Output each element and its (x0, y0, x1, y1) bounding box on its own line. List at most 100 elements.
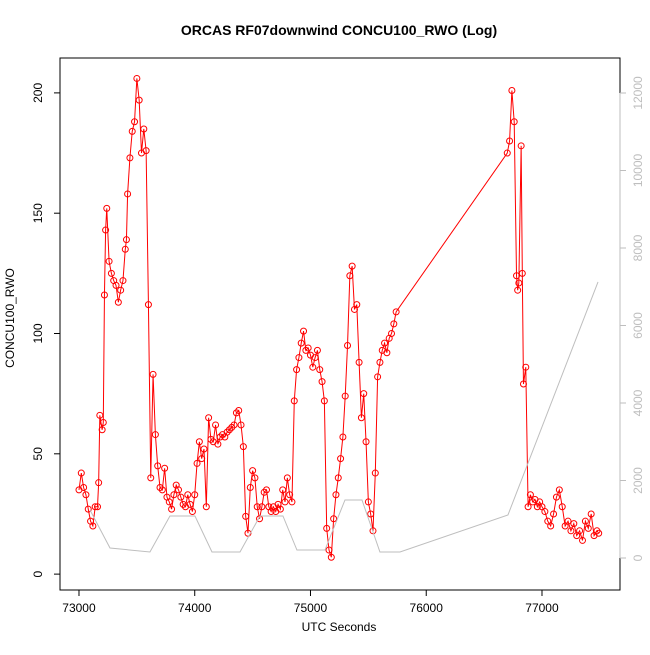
data-point (216, 433, 224, 441)
data-point (348, 262, 356, 270)
data-point (564, 517, 572, 525)
data-point (114, 298, 122, 306)
data-point (144, 301, 152, 309)
data-point (508, 86, 516, 94)
data-point (281, 498, 289, 506)
data-point (367, 510, 375, 518)
data-point (369, 527, 377, 535)
data-point (121, 245, 129, 253)
data-point (228, 423, 236, 431)
data-point (202, 503, 210, 511)
data-point (230, 421, 238, 429)
data-point (147, 474, 155, 482)
data-point (135, 96, 143, 104)
data-point (89, 522, 97, 530)
data-point (362, 438, 370, 446)
data-point (276, 505, 284, 513)
data-point (522, 363, 530, 371)
x-tick-label: 76000 (410, 601, 444, 615)
data-point (95, 479, 103, 487)
x-tick-label: 75000 (294, 601, 328, 615)
data-point (133, 74, 141, 82)
data-point (149, 370, 157, 378)
data-point (225, 426, 233, 434)
data-point (212, 421, 220, 429)
data-point (242, 512, 250, 520)
data-point (131, 118, 139, 126)
data-point (256, 515, 264, 523)
data-point (102, 226, 110, 234)
data-point (567, 527, 575, 535)
data-point (77, 469, 85, 477)
data-point (323, 524, 331, 532)
data-point (288, 498, 296, 506)
x-axis-label: UTC Seconds (302, 620, 377, 634)
data-point (584, 524, 592, 532)
data-point (80, 483, 88, 491)
data-point (290, 397, 298, 405)
data-point (253, 503, 261, 511)
data-point (100, 291, 108, 299)
y-tick-label: 150 (31, 203, 45, 223)
data-point (279, 486, 287, 494)
data-point (355, 358, 363, 366)
chart-title: ORCAS RF07downwind CONCU100_RWO (Log) (181, 22, 497, 38)
data-point (558, 503, 566, 511)
data-point (112, 281, 120, 289)
data-point (161, 464, 169, 472)
data-point (94, 503, 102, 511)
data-point (302, 346, 310, 354)
data-point (237, 421, 245, 429)
y2-tick-label: 6000 (631, 312, 645, 339)
data-point (177, 493, 185, 501)
data-point (524, 503, 532, 511)
data-point (364, 498, 372, 506)
series-line (89, 281, 599, 553)
data-point (357, 414, 365, 422)
data-point (581, 517, 589, 525)
data-point (341, 392, 349, 400)
data-point (186, 500, 194, 508)
data-point (381, 339, 389, 347)
data-point (506, 137, 514, 145)
data-point (105, 257, 113, 265)
data-point (515, 279, 523, 287)
data-point (214, 440, 222, 448)
data-point (205, 414, 213, 422)
data-point (286, 491, 294, 499)
data-point (126, 154, 134, 162)
data-point (168, 505, 176, 513)
data-point (232, 409, 240, 417)
data-point (587, 510, 595, 518)
data-point (246, 483, 254, 491)
data-point (262, 486, 270, 494)
data-point (541, 508, 549, 516)
data-point (154, 462, 162, 470)
data-point (311, 354, 319, 362)
data-point (529, 498, 537, 506)
data-point (550, 510, 558, 518)
data-point (339, 433, 347, 441)
data-point (191, 491, 199, 499)
data-point (513, 272, 521, 280)
data-point (555, 486, 563, 494)
data-point (383, 349, 391, 357)
data-point (552, 493, 560, 501)
y-axis-label: CONCU100_RWO (3, 268, 17, 368)
data-point (388, 330, 396, 338)
data-point (309, 363, 317, 371)
data-point (122, 236, 130, 244)
data-point (570, 520, 578, 528)
data-point (193, 459, 201, 467)
data-point (547, 522, 555, 530)
data-point (84, 505, 92, 513)
data-point (249, 467, 257, 475)
data-point (517, 142, 525, 150)
data-point (200, 445, 208, 453)
data-point (526, 491, 534, 499)
data-point (99, 419, 107, 427)
data-point (98, 426, 106, 434)
data-point (327, 553, 335, 561)
data-point (337, 455, 345, 463)
